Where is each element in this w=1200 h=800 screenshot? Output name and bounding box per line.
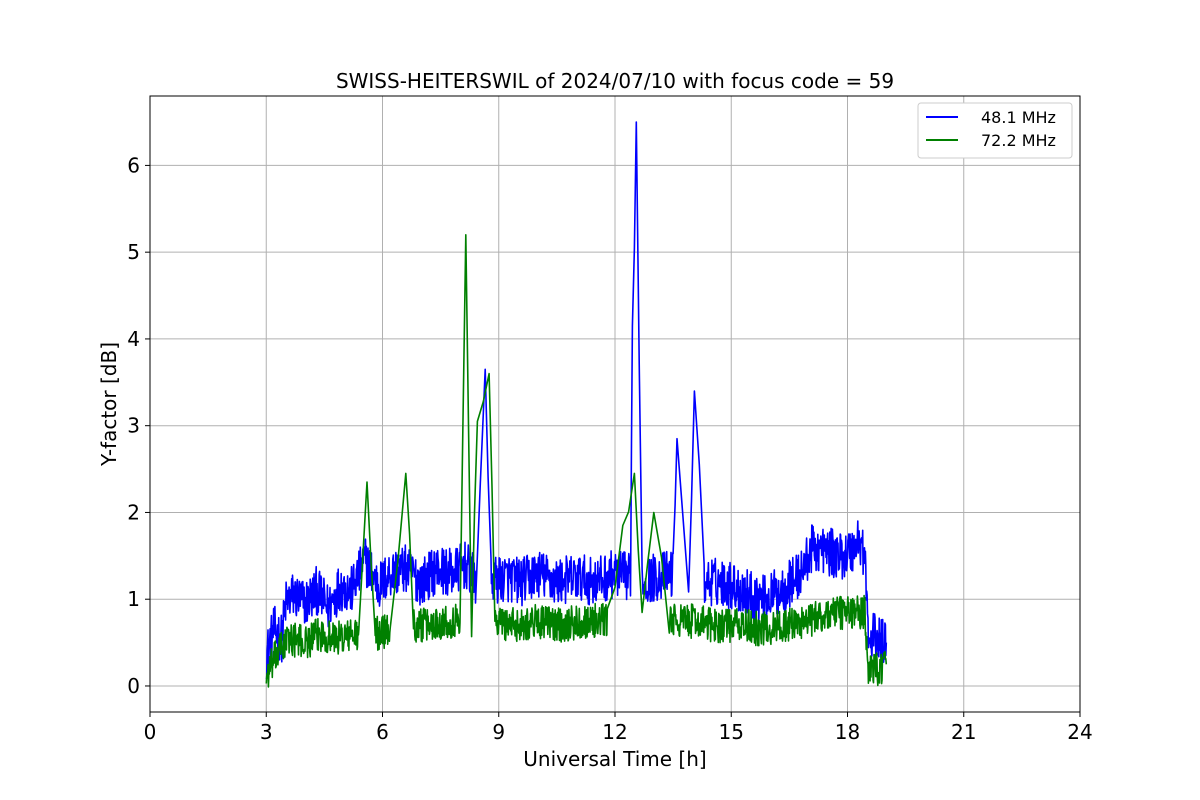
series-line [265, 234, 888, 688]
x-tick-label: 6 [376, 720, 389, 744]
y-tick-label: 4 [127, 327, 140, 351]
legend-label-72mhz: 72.2 MHz [981, 131, 1056, 150]
y-tick-label: 3 [127, 414, 140, 438]
x-tick-label: 24 [1067, 720, 1092, 744]
y-ticks: 0 1 2 3 4 5 6 [127, 153, 150, 698]
x-tick-label: 12 [602, 720, 627, 744]
x-tick-label: 9 [492, 720, 505, 744]
y-tick-label: 1 [127, 587, 140, 611]
y-tick-label: 6 [127, 153, 140, 177]
x-tick-label: 18 [835, 720, 860, 744]
x-tick-label: 3 [260, 720, 273, 744]
legend-label-48mhz: 48.1 MHz [981, 108, 1056, 127]
y-tick-label: 2 [127, 500, 140, 524]
y-tick-label: 5 [127, 240, 140, 264]
x-tick-label: 21 [951, 720, 976, 744]
x-axis-label: Universal Time [h] [523, 747, 706, 771]
x-tick-label: 15 [719, 720, 744, 744]
x-ticks: 0 3 6 9 12 15 18 21 24 [144, 712, 1093, 744]
y-axis-label: Y-factor [dB] [97, 342, 121, 467]
x-tick-label: 0 [144, 720, 157, 744]
series-layer [265, 121, 888, 688]
legend: 48.1 MHz 72.2 MHz [917, 102, 1073, 159]
chart-title: SWISS-HEITERSWIL of 2024/07/10 with focu… [336, 69, 894, 93]
y-tick-label: 0 [127, 674, 140, 698]
